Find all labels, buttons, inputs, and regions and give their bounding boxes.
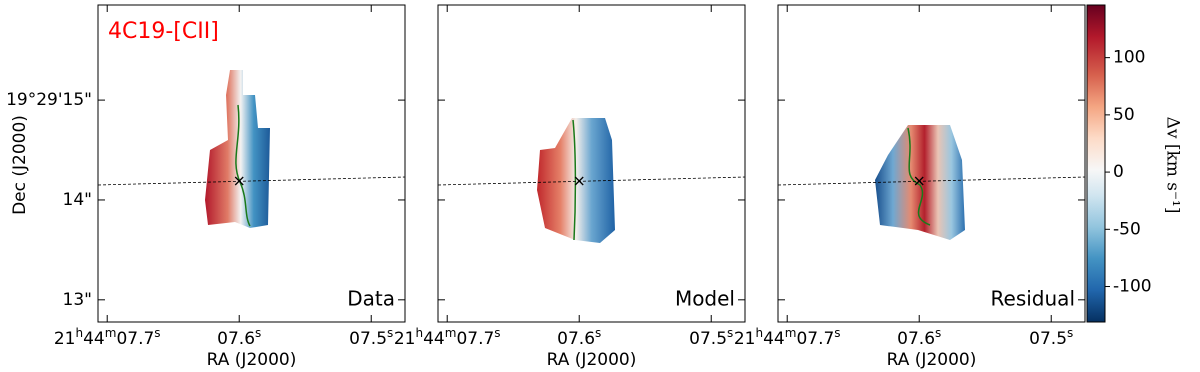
- y-tick-label: 19°29'15": [6, 90, 92, 110]
- center-marker: [914, 176, 924, 186]
- x-tick-label: 07.5s: [689, 326, 733, 350]
- y-tick-label: 14": [63, 190, 92, 210]
- ra-axis-line: [777, 176, 1086, 186]
- x-tick-label: 07.5s: [349, 326, 393, 350]
- x-axis-label: RA (J2000): [887, 350, 977, 370]
- ra-axis-line: [97, 176, 406, 186]
- colorbar: [1086, 4, 1106, 323]
- center-marker: [574, 176, 584, 186]
- panel-label: Model: [675, 287, 735, 311]
- panel-label: Residual: [991, 287, 1075, 311]
- y-axis-label: Dec (J2000): [10, 115, 30, 215]
- ra-axis-line: [437, 176, 746, 186]
- x-axis-label: RA (J2000): [547, 350, 637, 370]
- x-tick-label: 21h44m07.7s: [54, 326, 161, 350]
- panel-label: Data: [347, 287, 395, 311]
- figure-title: 4C19-[CII]: [108, 19, 219, 44]
- velocity-map: [205, 70, 270, 228]
- colorbar-tick-label: 0: [1113, 162, 1124, 182]
- panel-frame: [97, 4, 406, 323]
- contour: [907, 127, 931, 226]
- x-tick-label: 07.6s: [557, 326, 601, 350]
- center-marker: [234, 176, 244, 186]
- colorbar-tick-label: 100: [1113, 48, 1145, 68]
- panel-frame: [777, 4, 1086, 323]
- x-tick-label: 07.6s: [897, 326, 941, 350]
- y-tick-label: 13": [63, 290, 92, 310]
- colorbar-label: Δv [km s⁻¹]: [1163, 117, 1183, 214]
- x-tick-label: 07.5s: [1029, 326, 1073, 350]
- x-axis-label: RA (J2000): [207, 350, 297, 370]
- colorbar-tick-label: -50: [1113, 219, 1141, 239]
- colorbar-tick-label: -100: [1113, 277, 1152, 297]
- panel-frame: [437, 4, 746, 323]
- x-tick-label: 21h44m07.7s: [734, 326, 841, 350]
- contour: [572, 119, 577, 241]
- colorbar-tick-label: 50: [1113, 105, 1135, 125]
- x-tick-label: 21h44m07.7s: [394, 326, 501, 350]
- x-tick-label: 07.6s: [217, 326, 261, 350]
